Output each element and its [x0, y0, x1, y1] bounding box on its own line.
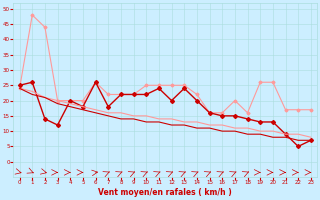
- X-axis label: Vent moyen/en rafales ( km/h ): Vent moyen/en rafales ( km/h ): [98, 188, 232, 197]
